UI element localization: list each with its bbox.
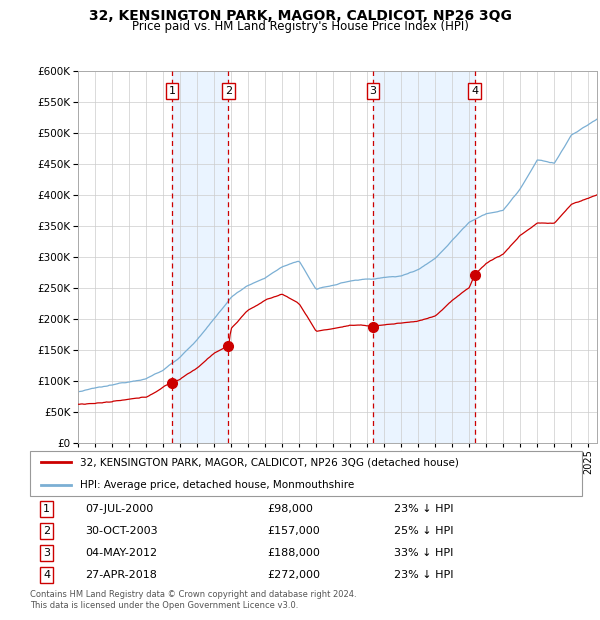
Text: £98,000: £98,000 <box>268 504 313 514</box>
Text: Contains HM Land Registry data © Crown copyright and database right 2024.: Contains HM Land Registry data © Crown c… <box>30 590 356 600</box>
Text: This data is licensed under the Open Government Licence v3.0.: This data is licensed under the Open Gov… <box>30 601 298 611</box>
Text: 25% ↓ HPI: 25% ↓ HPI <box>394 526 454 536</box>
Text: £272,000: £272,000 <box>268 570 320 580</box>
Text: 3: 3 <box>43 548 50 558</box>
Text: 33% ↓ HPI: 33% ↓ HPI <box>394 548 454 558</box>
Bar <box>373 71 475 443</box>
Text: 1: 1 <box>43 504 50 514</box>
Text: 1: 1 <box>169 86 175 96</box>
Text: Price paid vs. HM Land Registry's House Price Index (HPI): Price paid vs. HM Land Registry's House … <box>131 20 469 33</box>
Text: 27-APR-2018: 27-APR-2018 <box>85 570 157 580</box>
Text: 23% ↓ HPI: 23% ↓ HPI <box>394 570 454 580</box>
Text: £188,000: £188,000 <box>268 548 320 558</box>
Bar <box>172 71 228 443</box>
Text: HPI: Average price, detached house, Monmouthshire: HPI: Average price, detached house, Monm… <box>80 480 354 490</box>
Text: £157,000: £157,000 <box>268 526 320 536</box>
Text: 04-MAY-2012: 04-MAY-2012 <box>85 548 157 558</box>
Text: 32, KENSINGTON PARK, MAGOR, CALDICOT, NP26 3QG (detached house): 32, KENSINGTON PARK, MAGOR, CALDICOT, NP… <box>80 457 458 467</box>
Text: 32, KENSINGTON PARK, MAGOR, CALDICOT, NP26 3QG: 32, KENSINGTON PARK, MAGOR, CALDICOT, NP… <box>89 9 511 24</box>
Text: 07-JUL-2000: 07-JUL-2000 <box>85 504 154 514</box>
FancyBboxPatch shape <box>30 451 582 496</box>
Text: 4: 4 <box>471 86 478 96</box>
Text: 30-OCT-2003: 30-OCT-2003 <box>85 526 158 536</box>
Text: 4: 4 <box>43 570 50 580</box>
Text: 23% ↓ HPI: 23% ↓ HPI <box>394 504 454 514</box>
Text: 3: 3 <box>370 86 377 96</box>
Text: 2: 2 <box>43 526 50 536</box>
Text: 2: 2 <box>224 86 232 96</box>
